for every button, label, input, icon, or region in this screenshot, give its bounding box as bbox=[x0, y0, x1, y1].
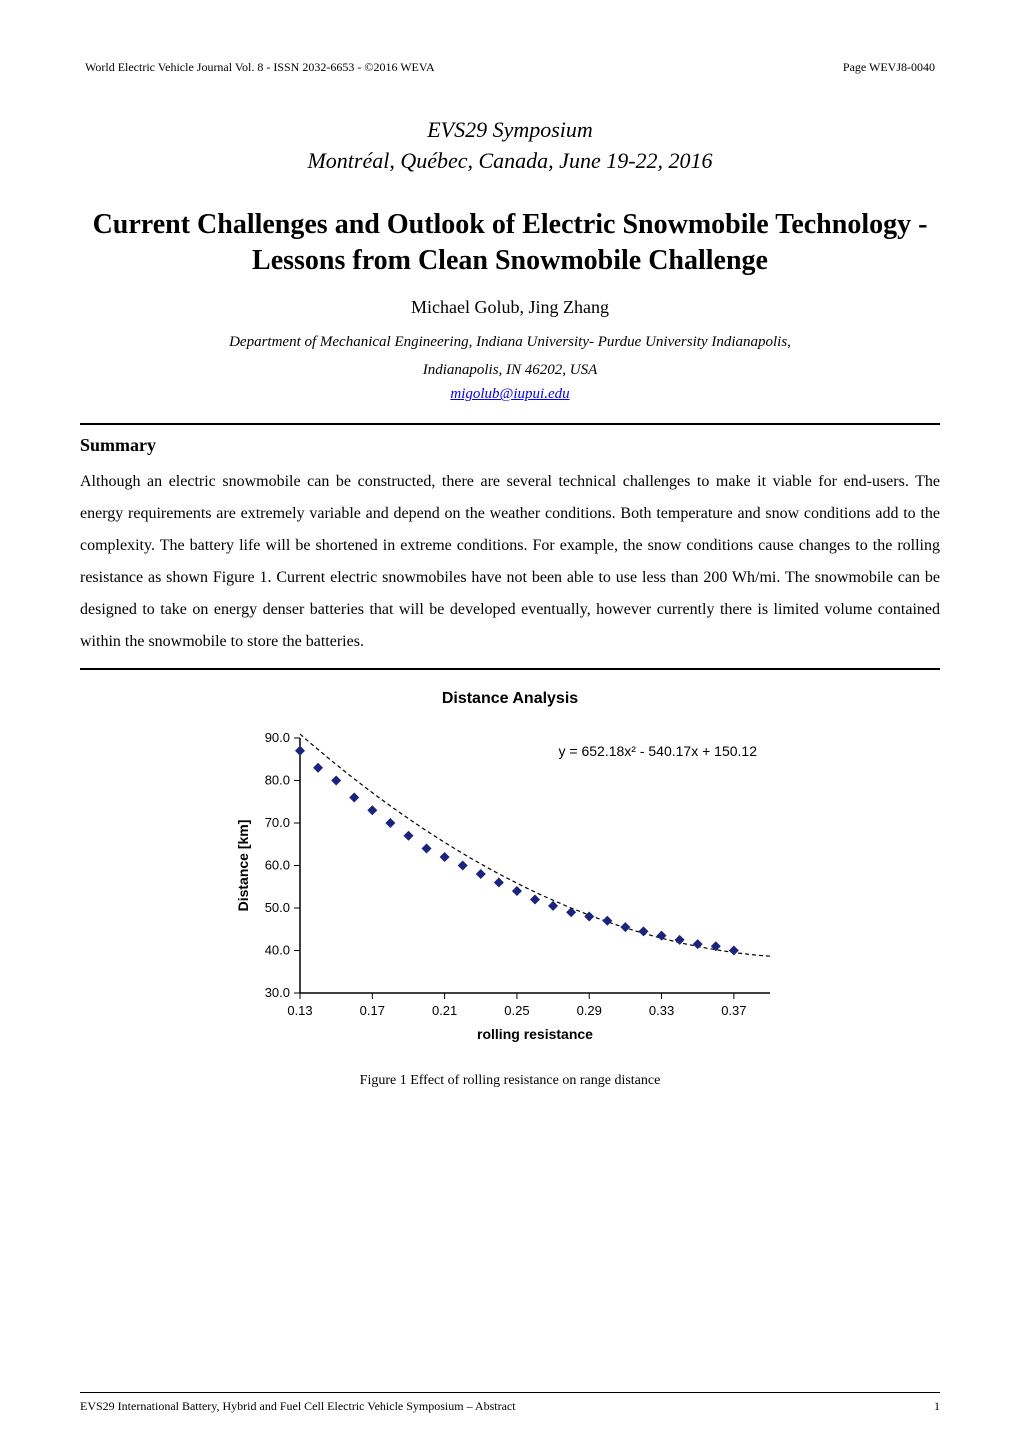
header-right: Page WEVJ8-0040 bbox=[843, 60, 935, 75]
svg-text:70.0: 70.0 bbox=[265, 815, 290, 830]
footer-left: EVS29 International Battery, Hybrid and … bbox=[80, 1399, 516, 1414]
svg-text:Distance [km]: Distance [km] bbox=[235, 820, 251, 912]
footer-right: 1 bbox=[934, 1399, 940, 1414]
svg-text:rolling resistance: rolling resistance bbox=[477, 1026, 593, 1042]
authors: Michael Golub, Jing Zhang bbox=[80, 297, 940, 318]
svg-text:60.0: 60.0 bbox=[265, 858, 290, 873]
page-footer: EVS29 International Battery, Hybrid and … bbox=[80, 1392, 940, 1414]
svg-text:50.0: 50.0 bbox=[265, 900, 290, 915]
page-header: World Electric Vehicle Journal Vol. 8 - … bbox=[80, 60, 940, 75]
svg-text:0.13: 0.13 bbox=[287, 1003, 312, 1018]
svg-text:40.0: 40.0 bbox=[265, 943, 290, 958]
conference-line-2: Montréal, Québec, Canada, June 19-22, 20… bbox=[80, 146, 940, 177]
svg-text:0.29: 0.29 bbox=[577, 1003, 602, 1018]
distance-analysis-chart: 30.0 40.0 50.0 60.0 70.0 80.0 90.0 0.13 0.17 0.21… bbox=[230, 718, 790, 1048]
conference-info: EVS29 Symposium Montréal, Québec, Canada… bbox=[80, 115, 940, 177]
summary-heading: Summary bbox=[80, 435, 940, 456]
svg-text:30.0: 30.0 bbox=[265, 985, 290, 1000]
affiliation-line-1: Department of Mechanical Engineering, In… bbox=[80, 330, 940, 354]
chart-title: Distance Analysis bbox=[80, 690, 940, 708]
svg-text:0.33: 0.33 bbox=[649, 1003, 674, 1018]
divider-bottom bbox=[80, 668, 940, 670]
svg-text:0.17: 0.17 bbox=[360, 1003, 385, 1018]
svg-text:y = 652.18x² - 540.17x + 150.1: y = 652.18x² - 540.17x + 150.12 bbox=[559, 743, 758, 759]
figure-caption: Figure 1 Effect of rolling resistance on… bbox=[80, 1073, 940, 1089]
paper-title: Current Challenges and Outlook of Electr… bbox=[80, 207, 940, 280]
svg-text:0.21: 0.21 bbox=[432, 1003, 457, 1018]
summary-body: Although an electric snowmobile can be c… bbox=[80, 466, 940, 658]
affiliation-line-2: Indianapolis, IN 46202, USA bbox=[80, 358, 940, 382]
email: migolub@iupui.edu bbox=[80, 386, 940, 403]
svg-text:80.0: 80.0 bbox=[265, 773, 290, 788]
svg-text:0.37: 0.37 bbox=[721, 1003, 746, 1018]
chart-container: Distance Analysis 30.0 40.0 50.0 60.0 70.0 80… bbox=[80, 690, 940, 1053]
svg-text:90.0: 90.0 bbox=[265, 730, 290, 745]
divider-top bbox=[80, 423, 940, 425]
svg-text:0.25: 0.25 bbox=[504, 1003, 529, 1018]
email-link[interactable]: migolub@iupui.edu bbox=[450, 386, 569, 402]
conference-line-1: EVS29 Symposium bbox=[80, 115, 940, 146]
header-left: World Electric Vehicle Journal Vol. 8 - … bbox=[85, 60, 435, 75]
